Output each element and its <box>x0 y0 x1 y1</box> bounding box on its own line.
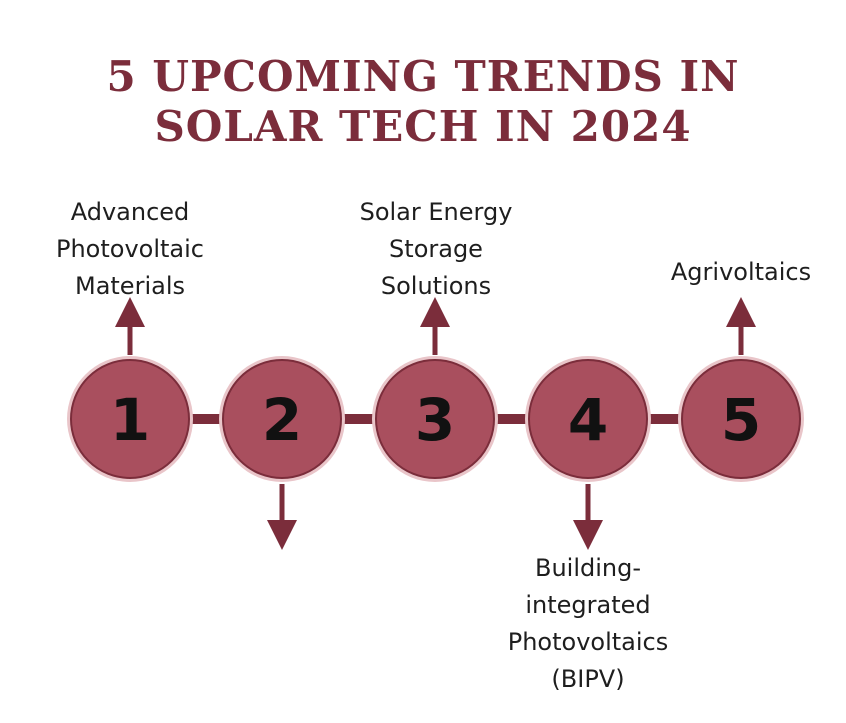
title-line-1: 5 UPCOMING TRENDS IN <box>106 52 740 101</box>
step-label-4: Building- integrated Photovoltaics (BIPV… <box>488 550 688 698</box>
step-circle-3: 3 <box>372 356 498 482</box>
step-number-1: 1 <box>110 386 150 454</box>
step-label-1-line-3: Materials <box>74 272 185 300</box>
step-number-3: 3 <box>415 386 455 454</box>
step-label-4-line-1: Building- <box>534 554 642 582</box>
step-label-1-line-1: Advanced <box>70 198 190 226</box>
step-label-3-line-2: Storage <box>389 235 483 263</box>
step-label-1: Advanced Photovoltaic Materials <box>30 194 230 305</box>
connector-1-2 <box>190 414 222 424</box>
step-number-5: 5 <box>721 386 761 454</box>
step-label-3: Solar Energy Storage Solutions <box>330 194 542 305</box>
title-line-2: SOLAR TECH IN 2024 <box>154 102 692 151</box>
step-circle-2: 2 <box>219 356 345 482</box>
step-number-4: 4 <box>568 386 608 454</box>
step-circle-5: 5 <box>678 356 804 482</box>
page-title: 5 UPCOMING TRENDS IN SOLAR TECH IN 2024 <box>0 52 846 152</box>
step-circle-4: 4 <box>525 356 651 482</box>
connector-2-3 <box>343 414 375 424</box>
step-label-4-line-4: (BIPV) <box>551 665 625 693</box>
connector-3-4 <box>496 414 528 424</box>
step-label-1-line-2: Photovoltaic <box>56 235 204 263</box>
step-label-5: Agrivoltaics <box>646 254 836 291</box>
step-label-4-line-2: integrated <box>525 591 651 619</box>
step-number-2: 2 <box>262 386 302 454</box>
step-circle-1: 1 <box>67 356 193 482</box>
step-label-3-line-1: Solar Energy <box>359 198 513 226</box>
step-label-5-line-1: Agrivoltaics <box>670 258 812 286</box>
step-label-3-line-3: Solutions <box>380 272 492 300</box>
connector-4-5 <box>649 414 681 424</box>
step-label-4-line-3: Photovoltaics <box>507 628 669 656</box>
